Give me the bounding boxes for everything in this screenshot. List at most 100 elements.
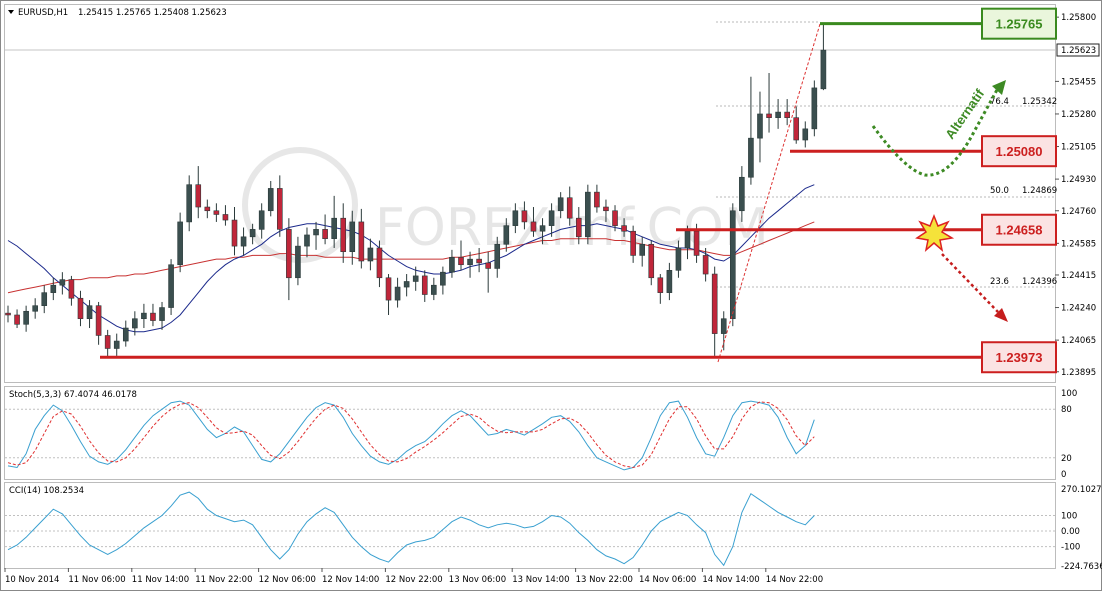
candle-body [693, 230, 700, 256]
candle-body [702, 255, 709, 275]
fib-trend-line [717, 23, 821, 363]
candle-body [548, 210, 555, 226]
time-axis: 10 Nov 2014 11 Nov 06:00 11 Nov 14:00 11 No… [4, 568, 823, 585]
price-tick-label: 1.25105 [1061, 143, 1096, 153]
candle-body [594, 191, 600, 208]
candle-body [539, 225, 546, 232]
candle-body [59, 279, 66, 286]
cci-tick-label: 100 [1061, 511, 1077, 521]
candle-body [757, 113, 763, 139]
explosion-icon [915, 213, 955, 253]
candle-body [666, 270, 673, 293]
candle-body [657, 277, 664, 293]
candle-body [222, 214, 229, 221]
time-tick-label: 10 Nov 2014 [5, 575, 59, 585]
candle-body [458, 256, 464, 266]
candle-body [739, 176, 745, 212]
alternatif-path [871, 87, 1000, 177]
candle-body [295, 245, 301, 279]
stoch-tick-label: 100 [1061, 389, 1077, 399]
price-tick-label: 1.25280 [1061, 110, 1096, 120]
fib-23-price: 1.24396 [1022, 277, 1057, 287]
breakout-marker [915, 213, 1008, 322]
time-tick-label: 12 Nov 06:00 [259, 575, 316, 585]
candle-body [512, 210, 519, 226]
level-label: 1.23973 [996, 350, 1043, 365]
candle-body [784, 111, 790, 118]
level-box [981, 135, 1057, 168]
candle-body [630, 230, 636, 256]
candle-body [231, 219, 238, 247]
time-tick-label: 11 Nov 06:00 [68, 575, 125, 585]
fib-50-label: 50.0 [990, 186, 1009, 196]
candle-body [412, 275, 419, 282]
price-pane [4, 4, 1056, 383]
stoch-d-line [7, 401, 815, 469]
cci-levels: 270.1027 100 0.00 -100 -224.7636 [5, 485, 1102, 572]
stoch-tick-label: 20 [1061, 454, 1072, 464]
cci-tick-label: -100 [1061, 543, 1080, 553]
candle-body [104, 335, 111, 349]
candle-body [376, 247, 383, 279]
candle-body [711, 273, 718, 334]
candle-body [367, 247, 374, 262]
time-tick-label: 12 Nov 14:00 [322, 575, 379, 585]
candle-body [394, 286, 401, 301]
candle-body [358, 221, 365, 262]
candle-body [530, 221, 537, 232]
fibonacci-lines: 76.4 1.25342 50.0 1.24869 23.6 1.24396 [716, 21, 1057, 288]
time-tick-label: 13 Nov 22:00 [576, 575, 633, 585]
candle-body [304, 234, 310, 247]
candle-body [684, 230, 691, 249]
fib-76-label: 76.4 [990, 97, 1009, 107]
candle-body [77, 297, 84, 320]
candle-body [494, 243, 501, 269]
candle-body [50, 284, 57, 293]
candle-body [566, 197, 573, 219]
cci-pane [4, 482, 1056, 569]
candle-body [14, 314, 20, 325]
price-tick-label: 1.25800 [1061, 13, 1096, 23]
candle-body [150, 312, 156, 321]
time-tick-label: 14 Nov 06:00 [639, 575, 696, 585]
candle-body [159, 307, 165, 321]
cci-line [7, 491, 815, 567]
candle-body [132, 318, 138, 329]
level-label: 1.24658 [996, 223, 1043, 238]
candle-body [113, 340, 120, 349]
stoch-levels: 100 80 20 0 [5, 389, 1077, 480]
candle-body [775, 111, 781, 118]
candle-body [648, 243, 655, 279]
price-tick-label: 1.24585 [1061, 239, 1096, 249]
candle-body [639, 243, 646, 256]
candle-body [177, 221, 183, 266]
level-box [981, 341, 1057, 374]
time-tick-label: 13 Nov 14:00 [512, 575, 569, 585]
candle-body [86, 305, 93, 320]
candle-body [204, 206, 211, 212]
symbol-label: EURUSD,H1 [18, 8, 68, 18]
candle-body [186, 184, 192, 223]
candle-body [476, 258, 482, 264]
current-price-badge: 1.25623 [1056, 43, 1100, 57]
price-tick-label: 1.24415 [1061, 271, 1096, 281]
candles [5, 23, 827, 358]
candle-body [5, 312, 11, 316]
candle-body [195, 184, 202, 208]
arrow-up-icon [992, 80, 1006, 95]
candle-body [258, 210, 265, 230]
chevron-down-icon[interactable] [8, 10, 14, 14]
candle-body [811, 87, 818, 130]
time-tick-label: 13 Nov 06:00 [449, 575, 506, 585]
candle-body [585, 191, 591, 238]
level-label: 1.25765 [996, 17, 1043, 32]
candle-body [503, 225, 510, 245]
chart-header: EURUSD,H1 1.25415 1.25765 1.25408 1.2562… [8, 8, 227, 18]
arrow-down-icon [994, 308, 1008, 322]
candle-body [431, 284, 437, 295]
time-tick-label: 12 Nov 22:00 [385, 575, 442, 585]
candle-body [766, 113, 772, 118]
price-tick-label: 1.24240 [1061, 304, 1096, 314]
